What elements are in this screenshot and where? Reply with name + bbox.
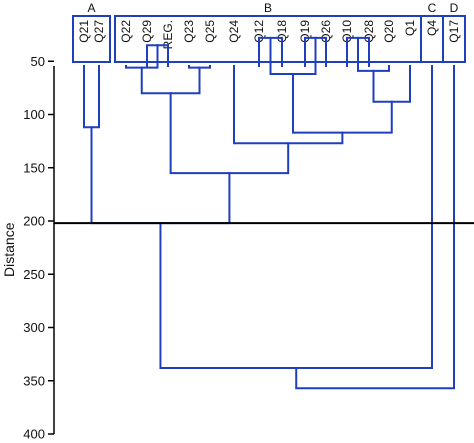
group-label-d: D (450, 1, 459, 15)
dendrogram-link (90, 126, 231, 225)
y-tick-label: 50 (31, 54, 45, 69)
leaf-label: Q29 (140, 20, 154, 43)
group-label-a: A (87, 1, 95, 15)
y-axis-label: Distance (1, 222, 17, 277)
y-tick-label: 400 (23, 427, 45, 442)
dendrogram-link (169, 92, 290, 175)
dendrogram-link (125, 44, 159, 69)
leaf-label: Q21 (77, 20, 91, 43)
leaf-label: Q4 (425, 20, 439, 36)
y-tick-label: 150 (23, 160, 45, 175)
leaf-label: Q25 (203, 20, 217, 43)
leaf-label: Q17 (447, 20, 461, 43)
y-axis: 50 100 150 200 250 300 350 400 (23, 54, 55, 442)
dendrogram-link (295, 65, 455, 390)
leaf-label: REG. (161, 20, 175, 49)
leaf-label: Q22 (119, 20, 133, 43)
group-box-a (72, 15, 111, 63)
dendrogram-link (83, 65, 100, 129)
y-tick-label: 300 (23, 320, 45, 335)
leaf-label: Q27 (92, 20, 106, 43)
dendrogram-tree (83, 36, 455, 390)
group-box-d (442, 15, 466, 63)
y-tick-label: 250 (23, 267, 45, 282)
y-tick-label: 350 (23, 373, 45, 388)
y-tick-label: 200 (23, 214, 45, 229)
leaf-label: Q24 (227, 20, 241, 43)
dendrogram-link (140, 66, 201, 95)
leaf-label: Q1 (403, 20, 417, 36)
dendrogram-link (292, 73, 393, 134)
group-label-b: B (264, 1, 272, 15)
leaf-labels: Q21 Q27 Q22 Q29 REG. Q23 Q25 Q24 Q12 Q18 Q19 Q26 Q10… (77, 20, 461, 50)
leaf-label: Q23 (182, 20, 196, 43)
leaf-label: Q20 (382, 20, 396, 43)
group-label-c: C (428, 1, 437, 15)
y-tick-label: 100 (23, 107, 45, 122)
